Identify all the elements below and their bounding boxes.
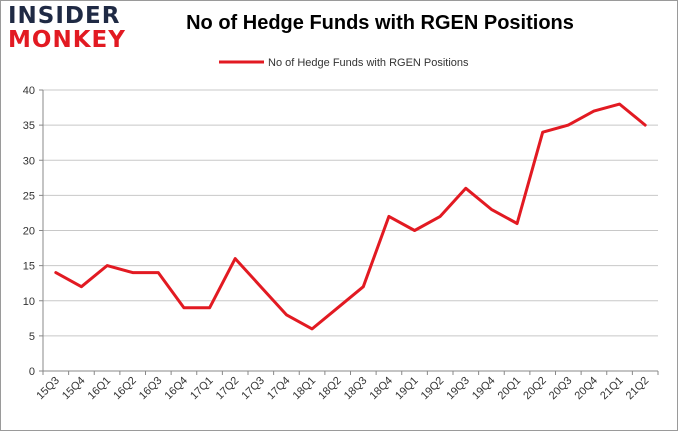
- logo-line-1: INSIDER: [8, 3, 121, 29]
- data-point: [438, 215, 442, 218]
- x-tick-label: 16Q2: [111, 375, 139, 403]
- data-point: [618, 102, 621, 106]
- data-point: [285, 313, 288, 316]
- y-tick-label: 5: [29, 331, 35, 343]
- data-point: [131, 271, 134, 274]
- data-point: [413, 229, 416, 232]
- x-tick-label: 18Q2: [316, 375, 344, 403]
- x-tick-label: 20Q1: [496, 375, 524, 403]
- grid-lines: [39, 89, 658, 372]
- x-tick-label: 15Q3: [34, 375, 62, 403]
- y-tick-label: 10: [23, 296, 35, 308]
- y-tick-label: 0: [29, 366, 35, 378]
- y-tick-labels: 0 5 10 15 20 25 30 35 40: [23, 85, 35, 378]
- data-point: [233, 257, 237, 260]
- x-tick-label: 21Q2: [624, 375, 652, 403]
- x-tick-label: 15Q4: [60, 375, 88, 403]
- data-point: [567, 123, 570, 127]
- y-tick-label: 25: [23, 190, 35, 202]
- x-tick-label: 18Q4: [368, 375, 396, 403]
- data-point: [592, 109, 596, 113]
- series-layer: [54, 102, 647, 331]
- y-tick-label: 30: [23, 155, 35, 167]
- y-tick-label: 35: [23, 120, 35, 132]
- x-tick-label: 19Q4: [470, 375, 498, 403]
- legend-label: No of Hedge Funds with RGEN Positions: [268, 57, 469, 69]
- x-tick-label: 17Q4: [265, 375, 293, 403]
- x-tick-label: 16Q3: [137, 375, 165, 403]
- y-tick-label: 15: [23, 261, 35, 273]
- x-tick-label: 16Q1: [86, 375, 114, 403]
- data-point: [105, 264, 109, 267]
- x-tick-label: 19Q1: [393, 375, 421, 403]
- data-point: [464, 187, 468, 190]
- y-tick-label: 40: [23, 85, 35, 97]
- insider-monkey-logo: INSIDER MONKEY: [8, 4, 126, 56]
- data-point: [362, 285, 365, 288]
- data-point: [387, 215, 391, 218]
- x-tick-label: 18Q3: [342, 375, 370, 403]
- data-point: [490, 208, 493, 211]
- logo-line-2: MONKEY: [8, 27, 126, 53]
- x-tick-label: 20Q2: [521, 375, 549, 403]
- x-tick-label: 17Q3: [239, 375, 267, 403]
- x-tick-label: 20Q3: [547, 375, 575, 403]
- data-point: [541, 130, 544, 134]
- data-point: [336, 306, 339, 309]
- data-point: [643, 123, 647, 127]
- series-line: [54, 102, 647, 331]
- data-point: [259, 285, 263, 288]
- data-point: [208, 306, 211, 309]
- data-point: [310, 327, 314, 331]
- axes: [42, 90, 659, 375]
- chart-title: No of Hedge Funds with RGEN Positions: [186, 12, 574, 34]
- y-tick-label: 20: [23, 226, 35, 238]
- x-tick-label: 16Q4: [163, 375, 191, 403]
- x-tick-labels: 15Q315Q416Q116Q216Q316Q417Q117Q217Q317Q4…: [34, 375, 651, 403]
- x-tick-label: 19Q2: [419, 375, 447, 403]
- x-tick-label: 21Q1: [598, 375, 626, 403]
- legend: No of Hedge Funds with RGEN Positions: [219, 57, 469, 69]
- x-tick-label: 19Q3: [444, 375, 472, 403]
- data-point: [80, 285, 83, 288]
- x-tick-label: 18Q1: [291, 375, 319, 403]
- data-point: [515, 222, 519, 225]
- x-tick-label: 17Q2: [214, 375, 242, 403]
- data-point: [157, 271, 160, 274]
- x-tick-label: 17Q1: [188, 375, 216, 403]
- data-point: [54, 271, 58, 274]
- x-tick-label: 20Q4: [573, 375, 601, 403]
- data-point: [182, 306, 186, 309]
